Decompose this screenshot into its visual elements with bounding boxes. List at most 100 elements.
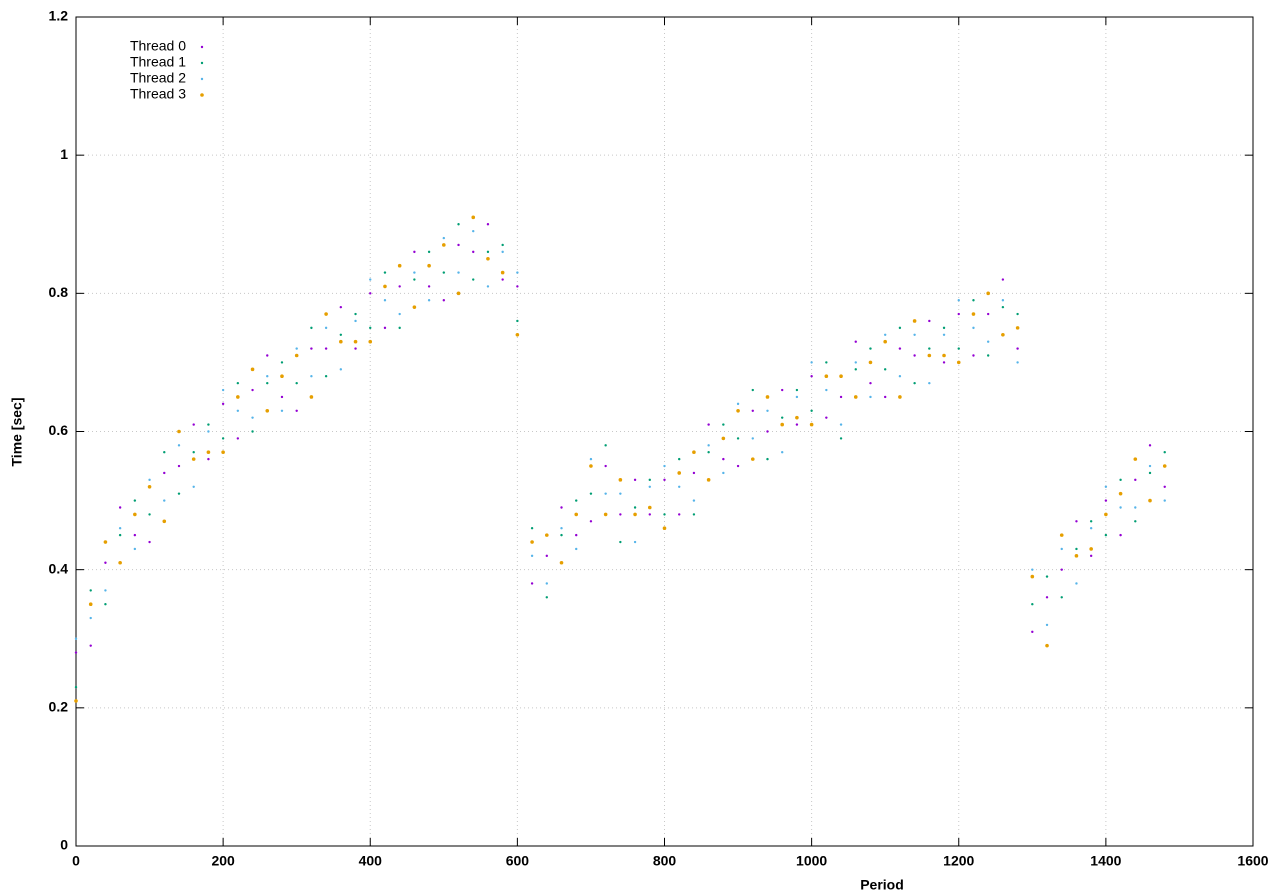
data-point [251,416,254,419]
data-point [633,540,637,544]
data-point [501,243,504,247]
data-point [1119,533,1122,537]
data-point [928,381,931,385]
data-point [854,340,857,343]
plot-frame [75,16,1254,847]
data-point [648,478,651,482]
data-point [501,278,504,281]
data-point [795,388,799,392]
data-point [236,395,240,399]
data-point [913,354,916,357]
data-point [324,375,328,378]
data-point [354,347,357,350]
data-point [1133,457,1138,461]
data-point [1016,347,1019,350]
data-point [191,457,196,461]
data-point [515,332,520,337]
data-point [295,381,298,385]
data-point [545,582,548,585]
data-point [412,305,417,309]
data-point [545,554,548,558]
data-point [177,429,181,434]
data-point [781,416,784,419]
data-point [162,519,167,524]
data-point [633,506,637,509]
data-point [1148,498,1152,503]
data-point [118,533,122,537]
data-point [545,596,548,599]
data-point [192,423,195,426]
data-point [913,333,916,336]
data-point [678,513,681,516]
data-point [104,561,107,564]
data-point [398,285,401,288]
data-point [750,457,755,461]
data-point [133,547,137,551]
data-point [1134,520,1137,523]
data-point [677,471,682,475]
x-tick-label: 1000 [796,853,827,869]
data-point [486,223,490,226]
data-point [589,492,593,495]
data-point [1119,478,1122,482]
data-point [89,589,92,592]
data-point [310,375,313,378]
data-point [486,256,490,261]
data-point [1045,575,1049,578]
data-point [133,533,137,537]
data-point [457,271,460,274]
data-point [442,243,446,247]
y-tick-label: 0.4 [49,560,69,576]
data-point [766,430,769,433]
data-point [324,326,328,330]
data-point [1089,520,1093,523]
data-point [1089,547,1093,551]
x-tick-label: 0 [72,853,80,869]
data-point [706,478,711,482]
data-point [825,388,828,392]
data-point [1134,478,1137,482]
data-point [618,478,623,482]
data-point [265,408,270,413]
y-tick-label: 0 [60,837,68,853]
data-point [560,506,563,509]
data-point [516,271,519,274]
data-point [957,312,960,316]
data-point [1148,464,1152,468]
data-point [1163,485,1166,488]
data-point [104,603,107,606]
data-point [383,326,387,330]
data-point [736,408,740,413]
data-point [398,312,401,316]
data-point [972,326,975,330]
data-point [736,402,740,406]
data-point [751,409,754,412]
data-point [1104,485,1108,488]
data-point [427,299,431,302]
data-point [589,457,593,461]
data-point [795,415,799,420]
data-point [781,388,784,392]
data-point [853,395,858,399]
data-point [854,368,857,371]
data-point [619,540,622,544]
data-point [530,582,534,585]
data-point [177,444,181,447]
x-tick-label: 200 [211,853,235,869]
data-point [530,527,534,530]
data-point [898,395,902,399]
data-point [927,353,932,358]
data-point [147,484,152,489]
data-point [1001,278,1005,281]
data-point [1134,506,1137,509]
data-point [1089,554,1093,558]
data-point [619,492,622,495]
data-point [221,402,225,406]
data-point [839,437,843,440]
data-point [1075,582,1078,585]
data-point [368,339,373,344]
data-point [133,499,137,502]
data-point [942,353,946,358]
data-point [604,492,607,495]
x-tick-label: 1200 [943,853,974,869]
